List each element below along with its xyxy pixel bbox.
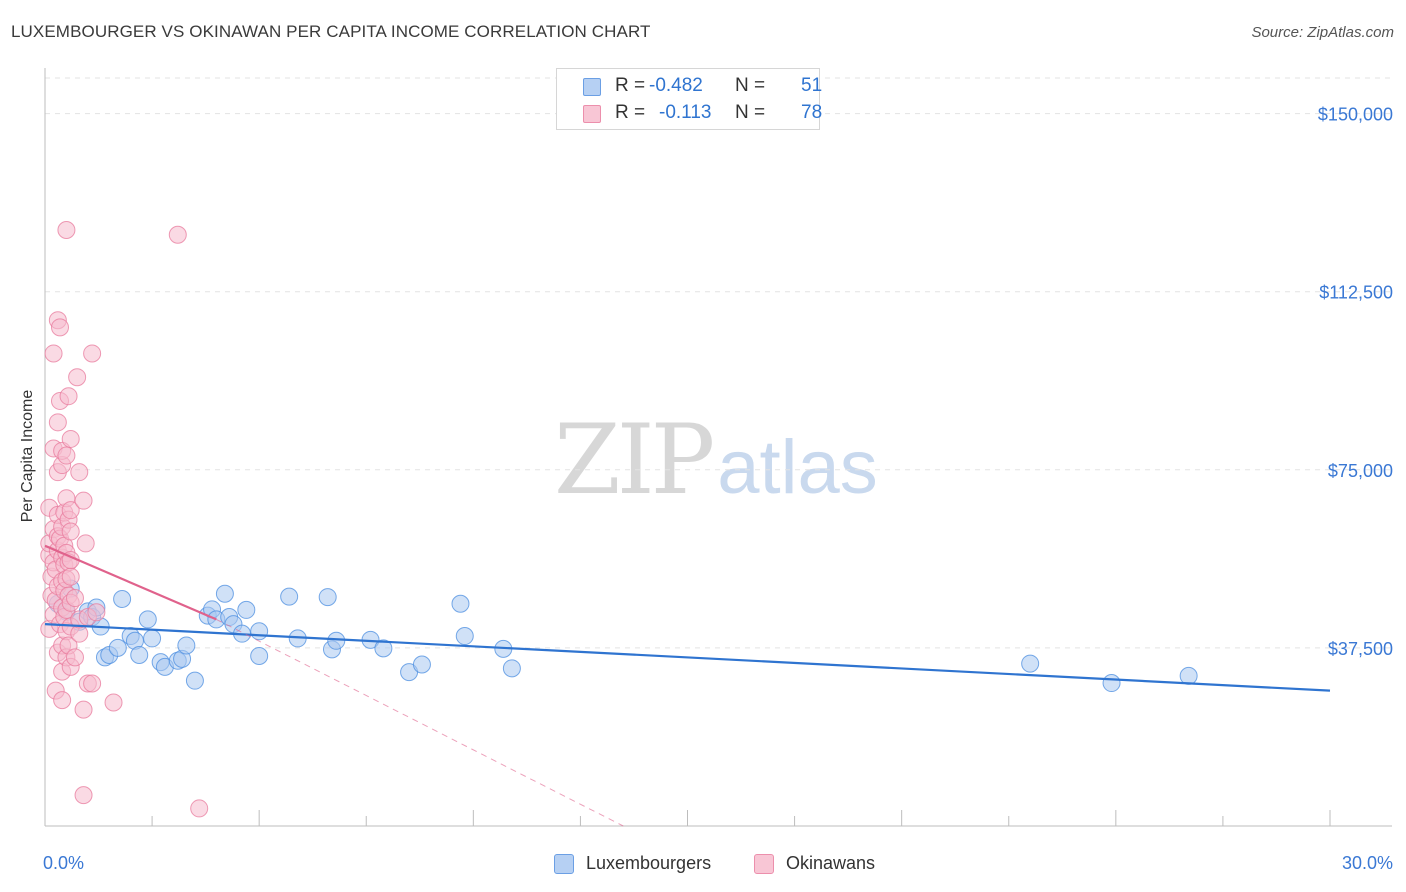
data-point-okinawans xyxy=(61,522,80,541)
correlation-stats-box: R = -0.482 N = 51 R = -0.113 N = 78 xyxy=(556,68,823,130)
data-point-luxembourgers xyxy=(138,610,157,629)
r-label: R = xyxy=(615,102,646,123)
data-point-okinawans xyxy=(53,691,72,710)
n-label: N = xyxy=(735,102,766,123)
data-point-okinawans xyxy=(87,603,106,622)
data-point-luxembourgers xyxy=(237,600,256,619)
x-tick-label: 30.0% xyxy=(1342,853,1393,873)
data-point-okinawans xyxy=(74,491,93,510)
r-value: -0.113 xyxy=(659,102,712,123)
data-point-luxembourgers xyxy=(1102,674,1121,693)
r-label: R = xyxy=(615,75,646,96)
y-tick-label: $37,500 xyxy=(1328,639,1393,659)
data-point-okinawans xyxy=(44,344,63,363)
data-point-luxembourgers xyxy=(108,638,127,657)
data-point-okinawans xyxy=(48,413,67,432)
y-tick-label: $75,000 xyxy=(1328,461,1393,481)
data-point-okinawans xyxy=(59,387,78,406)
data-point-luxembourgers xyxy=(455,627,474,646)
legend-swatch-pink xyxy=(754,854,774,874)
data-point-okinawans xyxy=(74,786,93,805)
x-tick-label: 0.0% xyxy=(43,853,84,873)
data-point-luxembourgers xyxy=(374,639,393,658)
data-point-luxembourgers xyxy=(177,636,196,655)
trend-line-luxembourgers xyxy=(44,623,1331,692)
data-point-okinawans xyxy=(57,220,76,239)
data-point-okinawans xyxy=(61,567,80,586)
source-label: Source: ZipAtlas.com xyxy=(1251,24,1394,41)
data-point-okinawans xyxy=(70,463,89,482)
data-point-luxembourgers xyxy=(280,587,299,606)
data-point-okinawans xyxy=(61,501,80,520)
data-point-luxembourgers xyxy=(1021,654,1040,673)
data-point-okinawans xyxy=(74,700,93,719)
data-point-okinawans xyxy=(68,368,87,387)
data-point-okinawans xyxy=(83,344,102,363)
chart-title: LUXEMBOURGER VS OKINAWAN PER CAPITA INCO… xyxy=(11,22,651,41)
data-point-okinawans xyxy=(76,534,95,553)
legend-label: Luxembourgers xyxy=(586,853,712,873)
n-value: 51 xyxy=(801,75,823,96)
r-value: -0.482 xyxy=(649,75,703,96)
data-point-okinawans xyxy=(61,429,80,448)
data-point-luxembourgers xyxy=(412,655,431,674)
data-point-okinawans xyxy=(190,799,209,818)
data-point-luxembourgers xyxy=(250,646,269,665)
data-point-luxembourgers xyxy=(451,594,470,613)
stats-swatch-blue xyxy=(583,78,601,96)
data-point-luxembourgers xyxy=(250,622,269,641)
data-point-okinawans xyxy=(104,693,123,712)
data-point-luxembourgers xyxy=(143,629,162,648)
data-point-luxembourgers xyxy=(215,584,234,603)
n-value: 78 xyxy=(801,102,823,123)
data-point-luxembourgers xyxy=(113,589,132,608)
data-point-okinawans xyxy=(83,674,102,693)
data-point-okinawans xyxy=(50,318,69,337)
legend-label: Okinawans xyxy=(786,853,876,873)
data-point-okinawans xyxy=(65,589,84,608)
y-tick-label: $112,500 xyxy=(1319,283,1393,303)
trend-line-okinawans xyxy=(44,544,217,621)
data-point-luxembourgers xyxy=(1179,666,1198,685)
data-point-luxembourgers xyxy=(318,588,337,607)
data-point-luxembourgers xyxy=(130,646,149,665)
stats-swatch-pink xyxy=(583,105,601,123)
legend-swatch-blue xyxy=(554,854,574,874)
data-point-okinawans xyxy=(65,648,84,667)
data-point-luxembourgers xyxy=(327,631,346,650)
data-point-okinawans xyxy=(57,446,76,465)
data-point-luxembourgers xyxy=(185,671,204,690)
n-label: N = xyxy=(735,75,766,96)
data-point-luxembourgers xyxy=(502,659,521,678)
data-point-okinawans xyxy=(168,225,187,244)
y-tick-label: $150,000 xyxy=(1318,105,1393,125)
